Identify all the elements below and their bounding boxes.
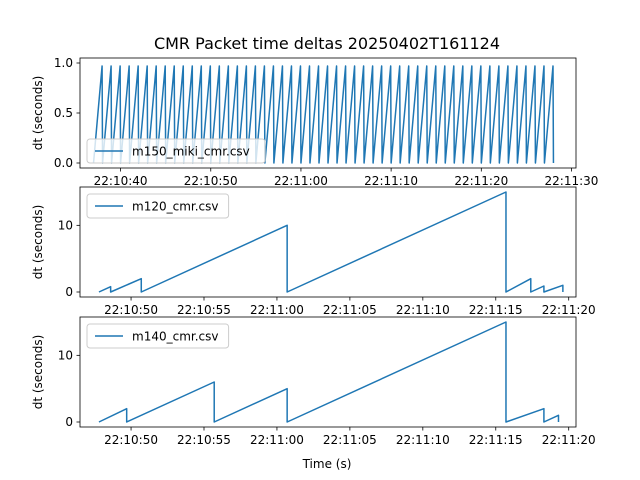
x-tick-label: 22:11:10 [364, 174, 418, 188]
x-tick-label: 22:11:10 [396, 433, 450, 447]
x-tick-label: 22:11:00 [274, 174, 328, 188]
legend-label: m140_cmr.csv [132, 330, 218, 344]
x-tick-label: 22:11:00 [250, 433, 304, 447]
y-tick-label: 0 [65, 415, 73, 429]
y-tick-label: 10 [58, 348, 73, 362]
series-line-2 [98, 191, 564, 293]
subplot-3: 22:10:50 22:10:55 22:11:00 22:11:05 22:11:10… [31, 316, 596, 447]
figure-title: CMR Packet time deltas 20250402T161124 [154, 34, 500, 53]
x-tick-label: 22:11:20 [542, 433, 596, 447]
legend-label: m150_miki_cmr.csv [132, 145, 250, 159]
x-axis-label: Time (s) [302, 457, 352, 471]
x-tick-label: 22:10:40 [94, 174, 148, 188]
y-tick-label: 0.5 [54, 106, 73, 120]
y-tick-label: 0 [65, 285, 73, 299]
x-tick-label: 22:11:05 [323, 303, 377, 317]
x-tick-label: 22:10:55 [177, 303, 231, 317]
x-tick-label: 22:10:50 [184, 174, 238, 188]
y-tick-label: 10 [58, 218, 73, 232]
x-tick-label: 22:11:00 [250, 303, 304, 317]
x-tick-label: 22:10:55 [177, 433, 231, 447]
y-tick-label: 0.0 [54, 156, 73, 170]
subplot-2: 22:10:50 22:10:55 22:11:00 22:11:05 22:11:10… [31, 186, 596, 317]
x-tick-label: 22:10:50 [104, 303, 158, 317]
y-axis-label: dt (seconds) [31, 205, 45, 280]
y-tick-label: 1.0 [54, 56, 73, 70]
y-axis-label: dt (seconds) [31, 76, 45, 151]
series-line-3 [98, 321, 560, 423]
legend-box [86, 323, 230, 349]
x-tick-label: 22:11:15 [469, 303, 523, 317]
x-tick-label: 22:11:30 [545, 174, 599, 188]
subplot-1: 22:10:40 22:10:50 22:11:00 22:11:10 22:11:20… [31, 56, 598, 188]
plot-frame-3 [79, 316, 577, 428]
x-tick-label: 22:10:50 [104, 433, 158, 447]
legend-box [86, 138, 266, 164]
legend-3: m140_cmr.csv [86, 323, 230, 349]
series-line-1 [92, 65, 555, 164]
y-axis-label: dt (seconds) [31, 335, 45, 410]
legend-1: m150_miki_cmr.csv [86, 138, 266, 164]
legend-box [86, 193, 230, 219]
x-tick-label: 22:11:10 [396, 303, 450, 317]
x-tick-label: 22:11:20 [542, 303, 596, 317]
x-tick-label: 22:11:20 [454, 174, 508, 188]
legend-2: m120_cmr.csv [86, 193, 230, 219]
subplots: 22:10:40 22:10:50 22:11:00 22:11:10 22:11:20… [31, 56, 598, 447]
plot-frame-2 [79, 186, 577, 298]
x-tick-label: 22:11:05 [323, 433, 377, 447]
legend-label: m120_cmr.csv [132, 200, 218, 214]
x-tick-label: 22:11:15 [469, 433, 523, 447]
